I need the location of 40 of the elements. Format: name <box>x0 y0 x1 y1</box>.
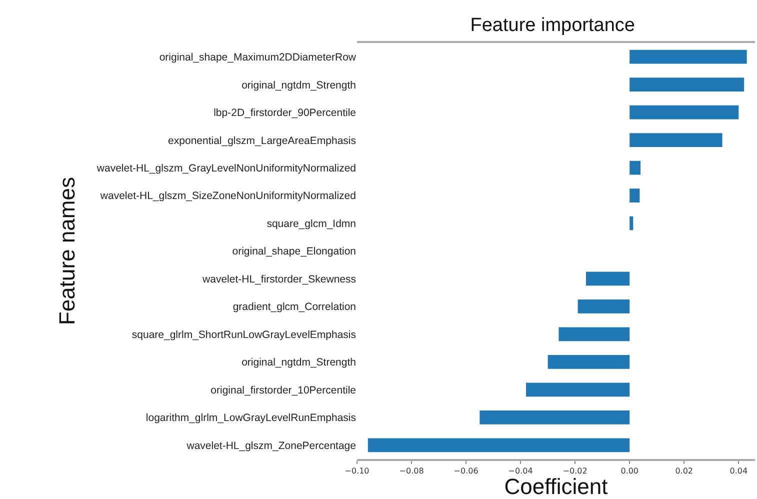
x-tick-label: 0.00 <box>620 466 639 476</box>
x-tick-label: −0.04 <box>508 466 533 476</box>
y-tick-label: original_firstorder_10Percentile <box>210 384 356 396</box>
bar <box>630 133 722 147</box>
y-tick-label: original_shape_Maximum2DDiameterRow <box>159 52 356 64</box>
y-tick-label: wavelet-HL_firstorder_Skewness <box>202 273 356 286</box>
bar <box>586 272 630 286</box>
x-tick-label: −0.02 <box>562 466 588 476</box>
bar <box>630 50 747 64</box>
bar <box>630 78 744 92</box>
y-axis-title: Feature names <box>54 177 80 325</box>
x-tick-label: −0.08 <box>399 466 424 476</box>
x-tick-label: 0.04 <box>730 466 748 476</box>
bar <box>480 410 630 424</box>
y-tick-label: original_shape_Elongation <box>232 246 356 258</box>
bar <box>526 382 630 397</box>
x-axis-title: Coefficient <box>504 474 608 499</box>
y-tick-label: original_ngtdm_Strength <box>242 356 356 369</box>
bar <box>630 160 641 175</box>
bar <box>558 327 630 342</box>
bar <box>548 355 630 369</box>
bar <box>630 188 640 202</box>
y-tick-label: original_ngtdm_Strength <box>242 79 356 92</box>
y-tick-label: lbp-2D_firstorder_90Percentile <box>214 107 356 120</box>
bar <box>630 216 634 230</box>
y-tick-label: logarithm_glrlm_LowGrayLevelRunEmphasis <box>146 412 356 424</box>
y-tick-label: exponential_glszm_LargeAreaEmphasis <box>168 134 356 147</box>
x-tick-label: −0.10 <box>344 466 370 476</box>
bar <box>368 438 630 452</box>
y-tick-label: square_glrlm_ShortRunLowGrayLevelEmphasis <box>132 328 356 341</box>
bar <box>578 300 630 314</box>
x-tick-label: 0.02 <box>675 466 694 476</box>
x-tick-label: −0.06 <box>454 466 478 476</box>
chart-title: Feature importance <box>470 14 635 36</box>
y-tick-label: square_glcm_Idmn <box>266 218 356 230</box>
y-tick-label: wavelet-HL_glszm_SizeZoneNonUniformityNormalized <box>99 190 356 202</box>
y-tick-label: wavelet-HL_glszm_GrayLevelNonUniformityNormalized <box>96 162 356 174</box>
y-tick-label: gradient_glcm_Correlation <box>232 301 356 314</box>
y-tick-label: wavelet-HL_glszm_ZonePercentage <box>186 440 356 452</box>
bar <box>630 105 739 120</box>
